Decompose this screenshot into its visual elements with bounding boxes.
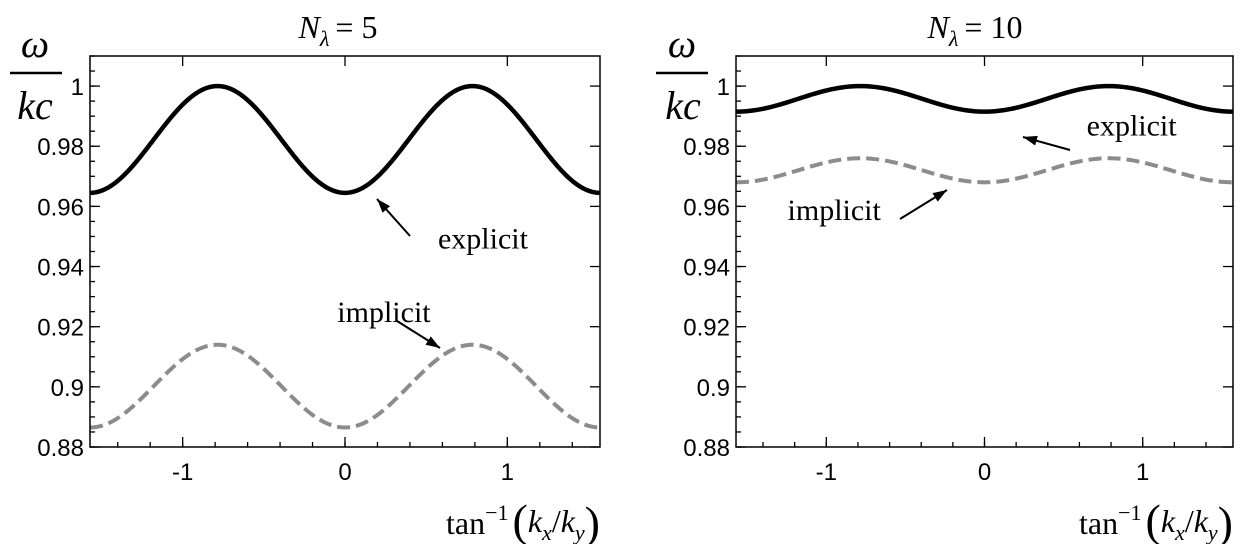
x-tick-label: -1: [172, 459, 193, 486]
y-tick-label: 0.92: [37, 315, 84, 342]
annotation-arrow-head: [1023, 135, 1038, 146]
annotation-explicit: explicit: [1087, 110, 1178, 143]
chart-title: Nλ = 10: [927, 9, 1023, 51]
y-tick-label: 0.98: [37, 134, 84, 161]
annotation-arrow-head: [932, 190, 947, 202]
series-line-explicit: [89, 83, 601, 196]
x-tick-label: 1: [501, 459, 514, 486]
y-label-numerator: ω: [21, 21, 49, 66]
x-tick-label: 0: [978, 459, 991, 486]
annotation-arrow-head: [377, 199, 391, 213]
series-line-explicit: [735, 83, 1234, 114]
y-tick-label: 0.9: [51, 375, 84, 402]
annotation-explicit: explicit: [438, 222, 529, 255]
y-tick-label: 0.94: [37, 255, 84, 282]
y-label-denominator: kc: [665, 83, 701, 128]
panel-n10: 0.88 0.9 0.92 0.94 0.96 0.98 1 -1 0 1 Nλ = 10 ω kc tan…: [656, 9, 1234, 544]
y-label-numerator: ω: [668, 21, 696, 66]
y-tick-label: 0.98: [683, 134, 730, 161]
y-tick-label: 1: [71, 74, 84, 101]
series-line-implicit: [735, 156, 1234, 185]
y-label-denominator: kc: [17, 83, 53, 128]
series-line-implicit: [89, 342, 601, 430]
x-tick-label: 1: [1136, 459, 1149, 486]
y-tick-label: 0.94: [683, 255, 730, 282]
y-tick-label: 0.92: [683, 315, 730, 342]
x-tick-label: 0: [338, 459, 351, 486]
y-tick-label: 0.88: [683, 435, 730, 462]
panel-n5: 0.88 0.9 0.92 0.94 0.96 0.98 1 -1 0 1 Nλ = 5 ω kc tan−…: [10, 9, 601, 544]
y-tick-label: 1: [717, 74, 730, 101]
y-tick-label: 0.9: [697, 375, 730, 402]
annotation-arrow-head: [425, 336, 440, 348]
y-tick-label: 0.88: [37, 435, 84, 462]
y-tick-label: 0.96: [37, 194, 84, 221]
y-tick-label: 0.96: [683, 194, 730, 221]
annotation-implicit: implicit: [788, 194, 882, 227]
annotation-implicit: implicit: [337, 296, 431, 329]
x-axis-label: tan−1(kx/ky): [1079, 495, 1233, 544]
x-tick-label: -1: [816, 459, 837, 486]
x-axis-label: tan−1(kx/ky): [446, 495, 600, 544]
chart-title: Nλ = 5: [298, 9, 378, 51]
